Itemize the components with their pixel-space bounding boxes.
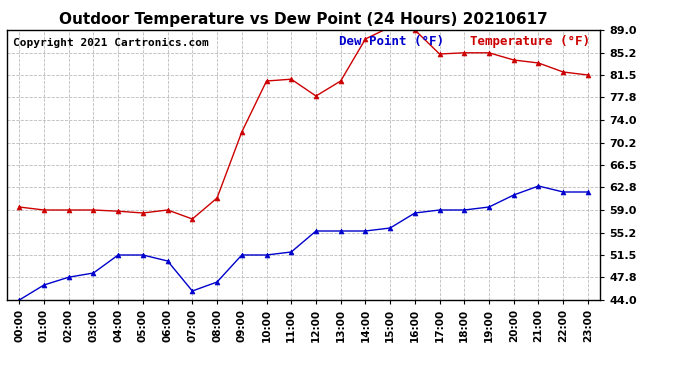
- Text: Dew Point (°F): Dew Point (°F): [339, 35, 444, 48]
- Text: Copyright 2021 Cartronics.com: Copyright 2021 Cartronics.com: [13, 38, 208, 48]
- Title: Outdoor Temperature vs Dew Point (24 Hours) 20210617: Outdoor Temperature vs Dew Point (24 Hou…: [59, 12, 548, 27]
- Text: Temperature (°F): Temperature (°F): [470, 35, 590, 48]
